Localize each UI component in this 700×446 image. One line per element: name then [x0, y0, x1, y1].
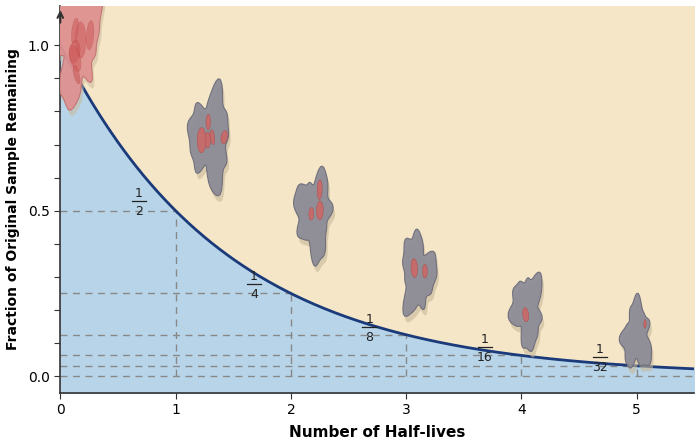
Ellipse shape: [205, 132, 211, 148]
Y-axis label: Fraction of Original Sample Remaining: Fraction of Original Sample Remaining: [6, 48, 20, 350]
Text: 1: 1: [365, 313, 373, 326]
Text: 4: 4: [250, 288, 258, 301]
Polygon shape: [508, 272, 542, 351]
Ellipse shape: [644, 319, 646, 328]
Ellipse shape: [73, 65, 80, 84]
Polygon shape: [620, 293, 652, 368]
Polygon shape: [402, 229, 437, 316]
Polygon shape: [53, 0, 105, 116]
Ellipse shape: [523, 308, 528, 322]
Polygon shape: [188, 79, 229, 196]
Text: 8: 8: [365, 331, 373, 344]
Polygon shape: [295, 172, 335, 272]
Ellipse shape: [76, 21, 86, 58]
Ellipse shape: [316, 201, 323, 220]
Ellipse shape: [210, 130, 215, 145]
Ellipse shape: [206, 114, 211, 130]
Ellipse shape: [317, 180, 322, 199]
Ellipse shape: [197, 128, 206, 153]
Ellipse shape: [221, 131, 228, 144]
Text: 1: 1: [596, 343, 604, 356]
Text: 1: 1: [250, 269, 258, 282]
Text: 2: 2: [135, 205, 143, 218]
Ellipse shape: [86, 21, 94, 50]
Polygon shape: [405, 235, 439, 322]
Ellipse shape: [423, 264, 427, 278]
Text: 1: 1: [481, 333, 489, 346]
Polygon shape: [190, 85, 231, 202]
X-axis label: Number of Half-lives: Number of Half-lives: [289, 425, 466, 441]
Polygon shape: [622, 299, 654, 374]
Ellipse shape: [71, 18, 78, 44]
Text: 16: 16: [477, 351, 493, 364]
Ellipse shape: [69, 45, 81, 71]
Polygon shape: [293, 166, 333, 266]
Polygon shape: [510, 278, 545, 357]
Ellipse shape: [411, 259, 418, 277]
Polygon shape: [51, 0, 103, 110]
Ellipse shape: [309, 207, 314, 220]
Ellipse shape: [69, 41, 80, 63]
Text: 32: 32: [592, 361, 608, 374]
Text: 1: 1: [135, 187, 143, 200]
